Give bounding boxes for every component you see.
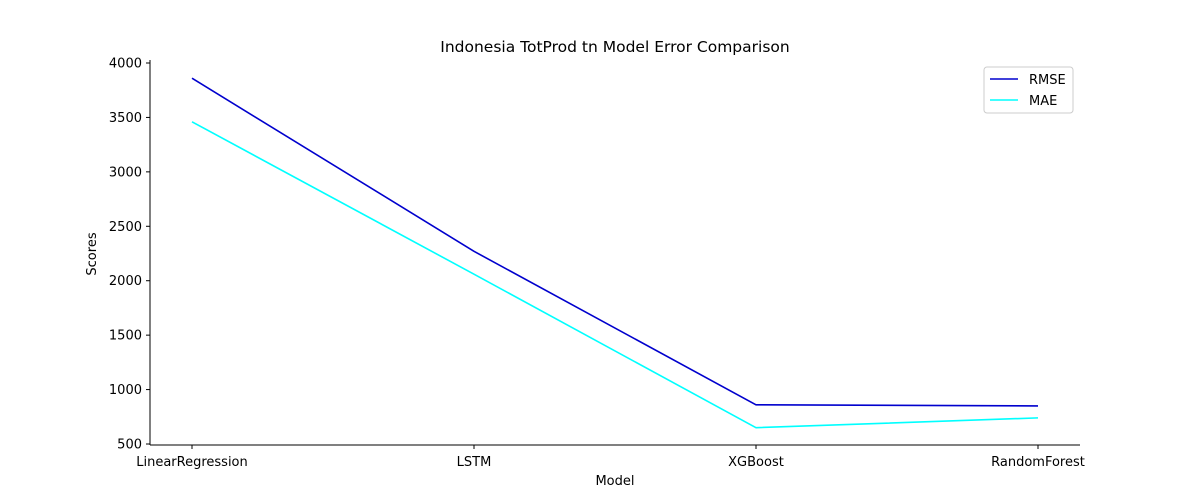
y-tick-label: 2000 xyxy=(109,274,142,289)
x-tick-label: RandomForest xyxy=(991,455,1085,470)
y-tick-label: 2500 xyxy=(109,220,142,235)
y-tick-label: 3000 xyxy=(109,165,142,180)
legend-label-mae: MAE xyxy=(1029,94,1057,109)
y-tick-label: 500 xyxy=(117,438,142,453)
x-axis-title: Model xyxy=(595,474,634,489)
x-tick-label: LinearRegression xyxy=(136,455,248,470)
series-lines xyxy=(191,77,1039,429)
y-tick-label: 3500 xyxy=(109,111,142,126)
y-axis-title: Scores xyxy=(85,232,100,275)
y-axis-ticks: 500 1000 1500 2000 2500 3000 3500 4000 xyxy=(109,57,150,453)
y-tick-label: 1000 xyxy=(109,383,142,398)
y-tick-label: 4000 xyxy=(109,57,142,72)
x-tick-label: LSTM xyxy=(457,455,492,470)
series-line-mae xyxy=(191,121,1039,429)
legend-label-rmse: RMSE xyxy=(1029,73,1066,88)
x-tick-label: XGBoost xyxy=(728,455,784,470)
chart-title: Indonesia TotProd tn Model Error Compari… xyxy=(440,38,789,56)
legend: RMSE MAE xyxy=(983,66,1074,114)
x-axis-ticks: LinearRegression LSTM XGBoost RandomForest xyxy=(136,445,1085,470)
y-tick-label: 1500 xyxy=(109,329,142,344)
series-line-rmse xyxy=(191,77,1039,407)
